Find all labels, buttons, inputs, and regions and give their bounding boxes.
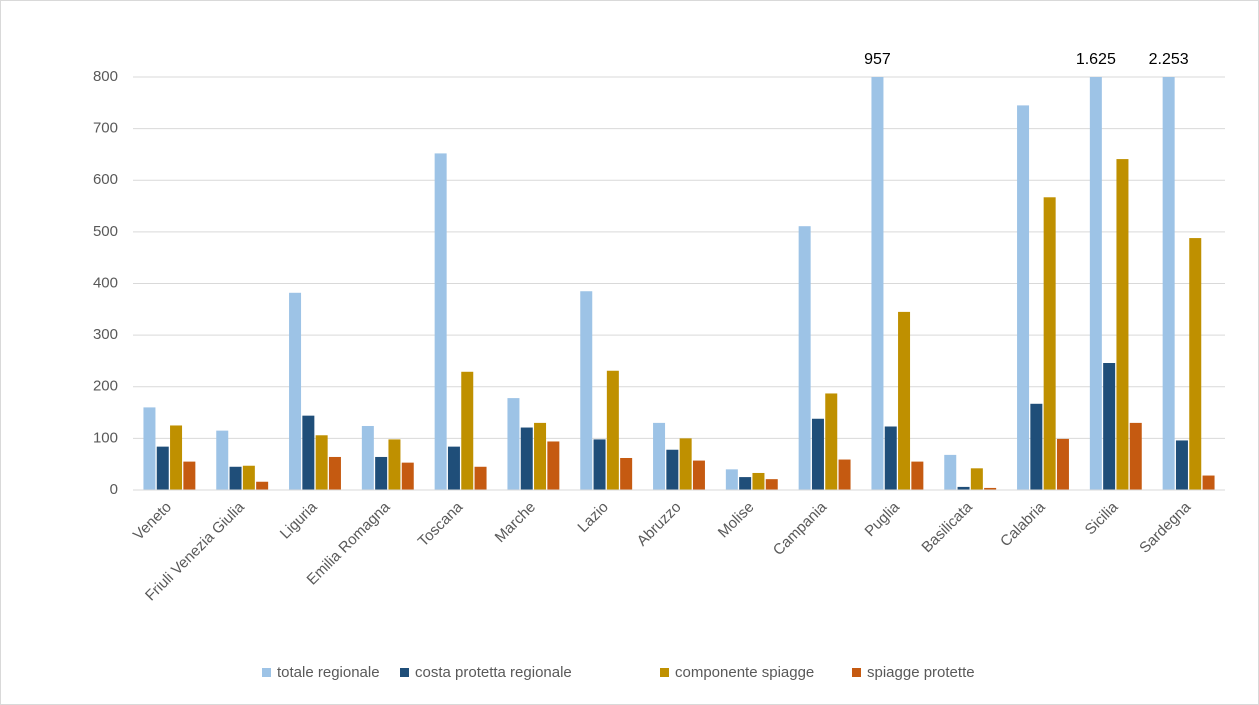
bar <box>911 461 924 490</box>
bar <box>653 422 666 490</box>
bar <box>871 77 884 490</box>
bar <box>593 439 606 490</box>
y-tick-label: 800 <box>93 68 118 85</box>
y-tick-label: 500 <box>93 223 118 240</box>
bar <box>984 487 997 490</box>
legend-swatch <box>400 668 409 677</box>
bar <box>765 479 778 490</box>
bar <box>1162 77 1175 490</box>
bar <box>838 459 851 490</box>
bar <box>156 446 169 490</box>
bar <box>679 438 692 490</box>
bar <box>256 481 269 490</box>
bar <box>884 426 897 490</box>
bar <box>474 466 487 490</box>
bar <box>1089 77 1102 490</box>
bar <box>1030 403 1043 490</box>
bar <box>1056 438 1069 490</box>
bar <box>361 425 374 490</box>
bar <box>970 468 983 490</box>
bar <box>375 456 388 490</box>
y-tick-label: 200 <box>93 378 118 395</box>
bar <box>620 457 633 490</box>
bar <box>1129 422 1142 490</box>
data-label: 1.625 <box>1076 51 1116 68</box>
bar <box>401 462 414 490</box>
bar <box>434 153 447 490</box>
bar <box>957 486 970 490</box>
bar <box>1202 475 1215 490</box>
bar <box>216 430 229 490</box>
bar <box>507 398 520 490</box>
bar <box>944 454 957 490</box>
bar <box>170 425 183 490</box>
bar <box>534 422 547 490</box>
bar <box>798 226 811 491</box>
bar <box>242 465 255 490</box>
bars <box>143 77 1215 491</box>
bar <box>1189 238 1202 490</box>
bar <box>739 477 752 490</box>
legend-label: spiagge protette <box>867 664 975 681</box>
bar <box>302 415 315 490</box>
bar <box>447 446 460 490</box>
bar <box>315 435 328 490</box>
legend-label: totale regionale <box>277 664 380 681</box>
bar <box>1043 197 1056 490</box>
bar <box>1175 440 1188 490</box>
legend-swatch <box>852 668 861 677</box>
bar <box>692 460 705 490</box>
bar <box>1103 363 1116 490</box>
bar <box>547 441 560 490</box>
bar <box>606 370 619 490</box>
bar <box>520 427 533 490</box>
bar <box>1116 159 1129 491</box>
y-tick-label: 100 <box>93 429 118 446</box>
bar <box>666 449 679 490</box>
y-tick-label: 300 <box>93 326 118 343</box>
data-label: 2.253 <box>1149 51 1189 68</box>
bar <box>580 291 593 490</box>
data-label: 957 <box>864 51 891 68</box>
bar <box>825 393 838 490</box>
bar <box>143 407 156 490</box>
bar <box>328 456 341 490</box>
legend-swatch <box>262 668 271 677</box>
y-tick-label: 600 <box>93 171 118 188</box>
bar <box>725 469 738 490</box>
legend-label: costa protetta regionale <box>415 664 572 681</box>
bar <box>289 292 302 490</box>
bar <box>898 311 911 490</box>
legend-swatch <box>660 668 669 677</box>
bar <box>388 439 401 490</box>
y-tick-label: 400 <box>93 274 118 291</box>
bar <box>752 472 765 490</box>
bar <box>1017 105 1030 491</box>
bar <box>461 371 474 490</box>
bar <box>811 418 824 490</box>
bar <box>183 461 196 490</box>
bar <box>229 466 242 490</box>
y-tick-label: 700 <box>93 120 118 137</box>
legend-label: componente spiagge <box>675 664 814 681</box>
y-tick-label: 0 <box>110 481 118 498</box>
